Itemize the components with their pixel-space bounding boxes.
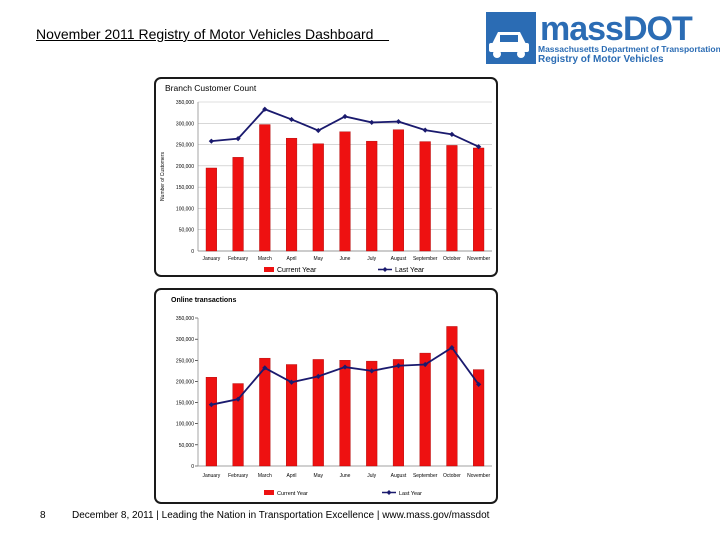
chart-title: Branch Customer Count: [165, 83, 257, 93]
car-icon: [486, 12, 536, 64]
footer-text: December 8, 2011 | Leading the Nation in…: [72, 510, 490, 521]
legend-label-last-year: Last Year: [395, 267, 425, 274]
last-year-point-july: [369, 119, 375, 126]
x-tick-label: July: [367, 473, 376, 479]
legend-swatch-current-year: [264, 490, 274, 495]
x-tick-label: April: [287, 256, 297, 262]
x-tick-label: August: [391, 256, 407, 262]
bar-march: [259, 357, 271, 467]
y-tick-label: 350,000: [176, 100, 194, 106]
last-year-point-october: [449, 131, 455, 137]
y-tick-label: 300,000: [176, 121, 194, 127]
last-year-point-june: [342, 113, 348, 120]
x-tick-label: January: [202, 256, 220, 262]
y-tick-label: 300,000: [176, 337, 194, 343]
massdot-logo: massDOT Massachusetts Department of Tran…: [480, 10, 720, 66]
branch-customer-chart-panel: Branch Customer Count Number of Customers…: [154, 77, 498, 277]
last-year-point-september: [422, 361, 428, 368]
bar-february: [232, 157, 244, 252]
x-tick-label: June: [340, 473, 351, 479]
y-tick-label: 350,000: [176, 316, 194, 322]
x-tick-label: May: [314, 473, 324, 479]
y-tick-label: 0: [191, 249, 194, 255]
x-tick-label: November: [467, 256, 490, 262]
bar-june: [339, 131, 351, 252]
bar-october: [446, 145, 458, 252]
legend-swatch-current-year: [264, 267, 274, 272]
x-tick-label: October: [443, 473, 461, 479]
y-tick-label: 50,000: [179, 443, 195, 449]
last-year-point-september: [422, 127, 428, 133]
legend-label-last-year: Last Year: [399, 491, 422, 497]
x-tick-label: August: [391, 473, 407, 479]
x-tick-label: July: [367, 256, 376, 262]
legend-label-current-year: Current Year: [277, 491, 308, 497]
bar-may: [312, 359, 324, 467]
bar-august: [392, 359, 404, 467]
y-tick-label: 250,000: [176, 358, 194, 364]
online-transactions-chart: Online transactions 0 50,000 100,000 150,000…: [171, 297, 492, 497]
y-tick-label: 150,000: [176, 401, 194, 407]
y-axis-label: Number of Customers: [160, 152, 166, 201]
legend-marker-last-year: [382, 267, 388, 272]
bar-january: [205, 376, 217, 467]
y-tick-label: 150,000: [176, 185, 194, 191]
bar-july: [366, 140, 378, 252]
chart-title: Online transactions: [171, 297, 236, 304]
y-tick-label: 50,000: [179, 228, 195, 234]
y-tick-label: 0: [191, 464, 194, 470]
x-tick-label: February: [228, 256, 249, 262]
x-tick-label: February: [228, 473, 249, 479]
page-number: 8: [40, 510, 46, 521]
bar-may: [312, 143, 324, 252]
bar-november: [473, 147, 485, 252]
x-tick-label: January: [202, 473, 220, 479]
last-year-point-april: [288, 116, 295, 123]
logo-wordmark: massDOT: [540, 10, 693, 48]
bar-november: [473, 369, 485, 467]
bar-september: [419, 352, 431, 467]
bar-february: [232, 383, 244, 467]
bar-july: [366, 360, 378, 467]
y-tick-label: 250,000: [176, 143, 194, 149]
bar-march: [259, 124, 271, 252]
x-tick-label: March: [258, 473, 272, 479]
online-transactions-chart-panel: Online transactions 0 50,000 100,000 150,000…: [154, 288, 498, 504]
bar-june: [339, 360, 351, 467]
bar-september: [419, 141, 431, 252]
legend-marker-last-year: [386, 490, 392, 495]
x-tick-label: October: [443, 256, 461, 262]
logo-line-2: Registry of Motor Vehicles: [538, 54, 664, 65]
bar-january: [205, 167, 217, 252]
x-tick-label: September: [413, 473, 438, 479]
x-tick-label: November: [467, 473, 490, 479]
legend-label-current-year: Current Year: [277, 267, 317, 274]
bar-april: [285, 137, 298, 252]
last-year-point-june: [342, 364, 348, 370]
x-tick-label: June: [340, 256, 351, 262]
y-tick-label: 200,000: [176, 379, 194, 385]
last-year-point-march: [262, 106, 268, 112]
last-year-point-november: [476, 144, 482, 150]
page-title: November 2011 Registry of Motor Vehicles…: [36, 26, 390, 42]
x-tick-label: March: [258, 256, 272, 262]
y-tick-label: 200,000: [176, 164, 194, 170]
y-tick-label: 100,000: [176, 422, 194, 428]
x-tick-label: September: [413, 256, 438, 262]
branch-customer-chart: Branch Customer Count Number of Customers…: [160, 83, 492, 274]
last-year-point-october: [449, 345, 455, 351]
logo-line-1: Massachusetts Department of Transportati…: [538, 44, 720, 54]
y-tick-label: 100,000: [176, 206, 194, 212]
bar-april: [285, 364, 298, 467]
x-tick-label: May: [314, 256, 324, 262]
last-year-point-january: [208, 138, 214, 144]
bar-august: [392, 129, 404, 252]
x-tick-label: April: [287, 473, 297, 479]
last-year-point-february: [235, 136, 241, 142]
bar-october: [446, 326, 458, 467]
